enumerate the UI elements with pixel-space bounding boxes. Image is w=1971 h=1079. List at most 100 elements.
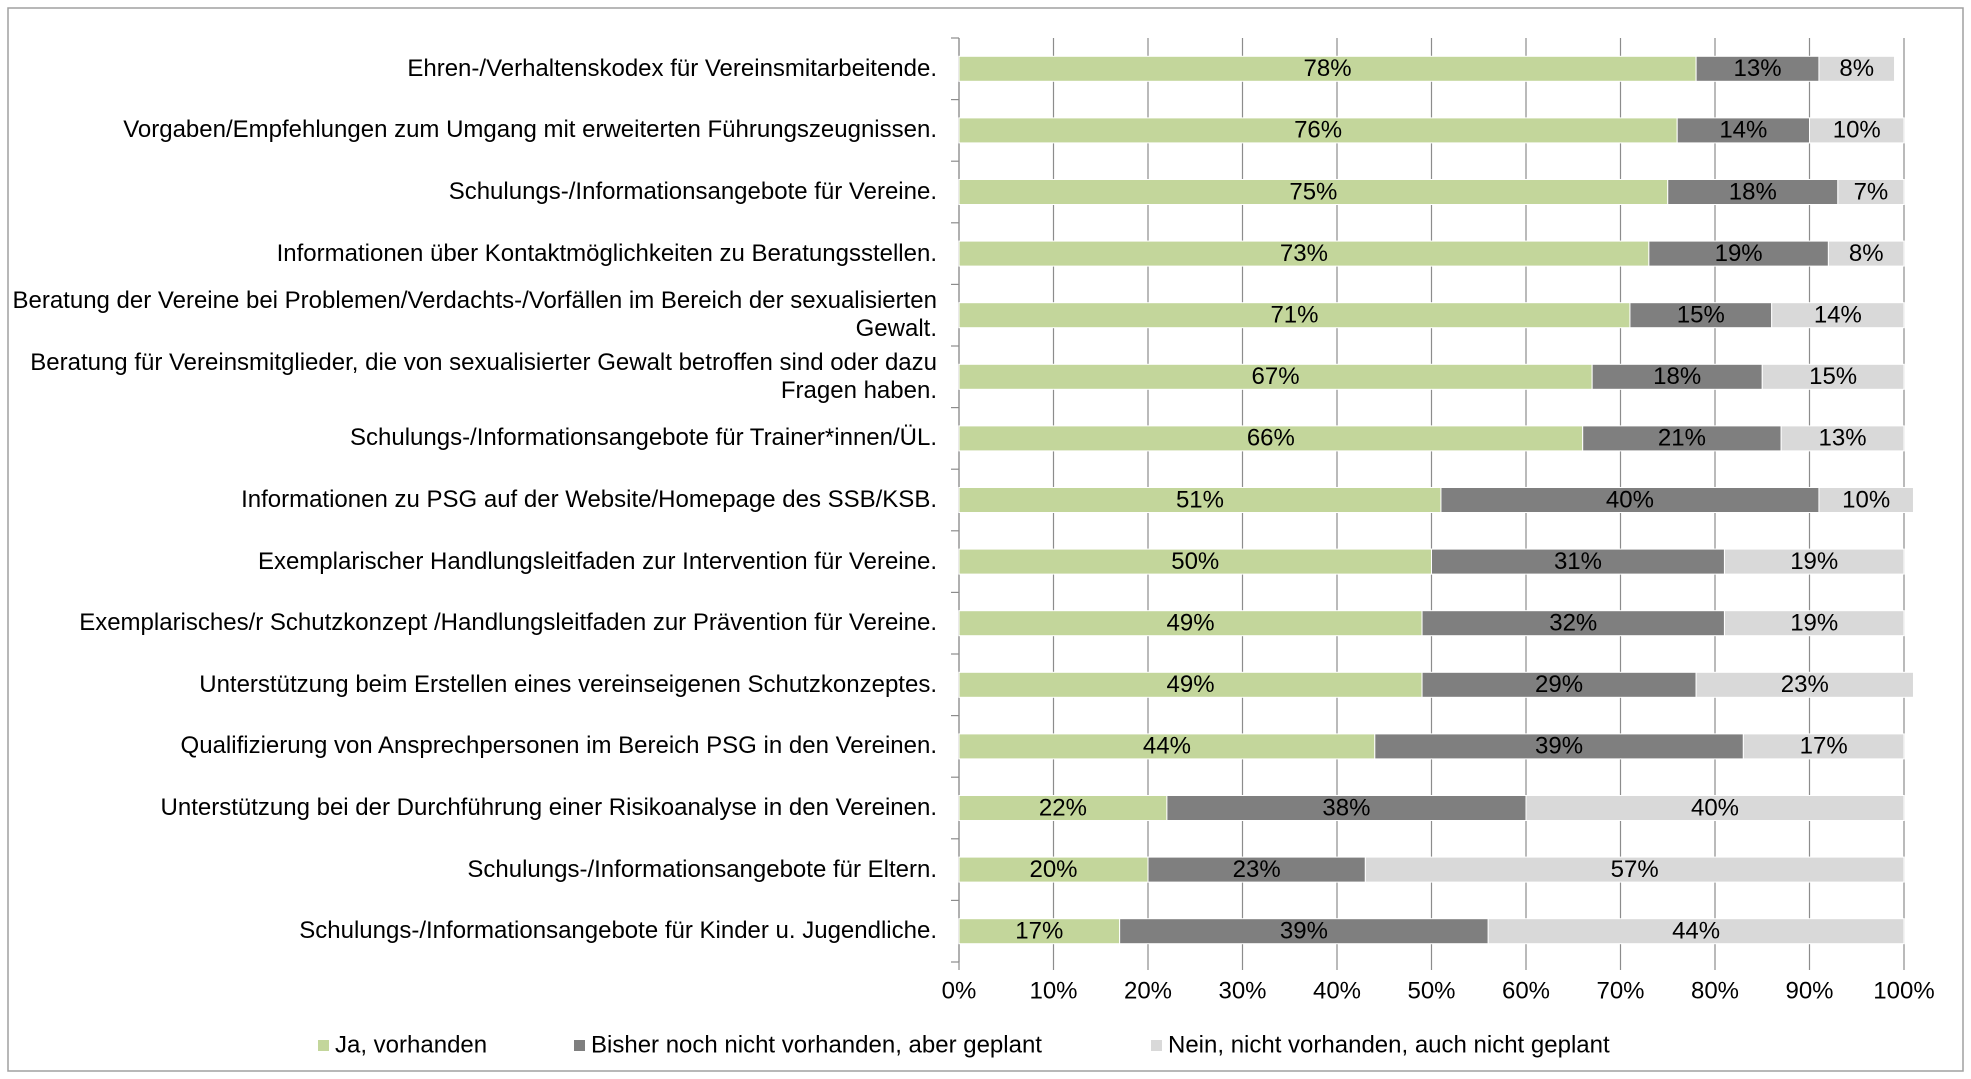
x-tick-label: 10%: [1029, 977, 1077, 1004]
bar-segment: [958, 179, 1669, 205]
data-label: 44%: [1672, 918, 1720, 945]
x-tick-label: 0%: [942, 977, 977, 1004]
legend-swatch: [318, 1040, 329, 1051]
data-label: 8%: [1839, 55, 1874, 82]
x-tick-label: 100%: [1873, 977, 1934, 1004]
bar-segment: [1723, 610, 1905, 637]
x-tick-label: 30%: [1218, 977, 1266, 1004]
data-label: 17%: [1015, 918, 1063, 945]
bar-segment: [1818, 55, 1896, 82]
data-label: 50%: [1171, 548, 1219, 575]
y-tick-label: Schulungs-/Informationsangebote für Vere…: [448, 178, 937, 205]
bar-segment: [1374, 733, 1744, 760]
data-label: 44%: [1143, 733, 1191, 760]
data-label: 71%: [1270, 302, 1318, 329]
y-tick-label: Beratung der Vereine bei Problemen/Verda…: [12, 287, 937, 343]
data-label: 10%: [1842, 486, 1890, 513]
bar-segment: [1809, 117, 1905, 144]
bar-segment: [1742, 733, 1905, 760]
bar-segment: [1364, 856, 1905, 883]
data-label: 19%: [1790, 548, 1838, 575]
x-tick-label: 40%: [1313, 977, 1361, 1004]
data-label: 40%: [1606, 486, 1654, 513]
bar-segment: [1827, 240, 1905, 267]
legend-swatch: [574, 1040, 585, 1051]
bar-segment: [958, 363, 1593, 390]
bar-segment: [958, 55, 1697, 82]
bar-segment: [958, 487, 1442, 513]
data-label: 19%: [1790, 610, 1838, 637]
y-tick-label: Exemplarischer Handlungsleitfaden zur In…: [257, 547, 937, 575]
data-label: 39%: [1535, 733, 1583, 760]
bar-segment: [1818, 487, 1914, 513]
data-label: 40%: [1691, 794, 1739, 821]
data-label: 23%: [1233, 856, 1281, 883]
bar-segment: [1667, 179, 1839, 205]
data-label: 13%: [1819, 425, 1867, 452]
y-tick-label: Ehren-/Verhaltenskodex für Vereinsmitarb…: [407, 54, 937, 82]
y-tick-label: Unterstützung beim Erstellen eines verei…: [199, 670, 937, 698]
data-label: 18%: [1729, 178, 1777, 205]
data-label: 76%: [1294, 117, 1342, 144]
data-label: 13%: [1734, 55, 1782, 82]
bar-segment: [1695, 55, 1820, 82]
y-tick-label: Schulungs-/Informationsangebote für Kind…: [299, 917, 937, 945]
bar-segment: [1629, 302, 1773, 329]
data-label: 15%: [1809, 363, 1857, 390]
data-label: 67%: [1252, 363, 1300, 390]
bar-segment: [1648, 240, 1829, 267]
bar-segment: [1431, 548, 1725, 575]
x-tick-label: 20%: [1124, 977, 1172, 1004]
x-tick-label: 80%: [1691, 977, 1739, 1004]
data-label: 49%: [1167, 671, 1215, 698]
y-tick-label: Schulungs-/Informationsangebote für Elte…: [467, 855, 937, 883]
bar-segment: [1525, 795, 1905, 821]
x-tick-label: 60%: [1502, 977, 1550, 1004]
bar-segment: [958, 918, 1121, 945]
bar-segment: [1591, 363, 1763, 390]
data-label: 38%: [1322, 794, 1370, 821]
data-label: 15%: [1677, 302, 1725, 329]
data-label: 14%: [1814, 302, 1862, 329]
data-label: 49%: [1167, 610, 1215, 637]
data-label: 39%: [1280, 918, 1328, 945]
data-label: 57%: [1611, 856, 1659, 883]
data-label: 22%: [1039, 794, 1087, 821]
data-label: 10%: [1833, 117, 1881, 144]
data-label: 21%: [1658, 425, 1706, 452]
x-tick-label: 70%: [1596, 977, 1644, 1004]
bar-segment: [1147, 856, 1366, 883]
bar-segment: [958, 733, 1376, 760]
bar-segment: [1695, 671, 1914, 698]
y-tick-label: Exemplarisches/r Schutzkonzept /Handlung…: [79, 609, 937, 637]
y-tick-label: Schulungs-/Informationsangebote für Trai…: [349, 424, 937, 452]
data-label: 18%: [1653, 363, 1701, 390]
bar-segment: [1723, 548, 1905, 575]
bar-segment: [1780, 425, 1905, 452]
bar-segment: [1761, 363, 1905, 390]
legend-swatch: [1151, 1040, 1162, 1051]
legend-label: Nein, nicht vorhanden, auch nicht geplan…: [1168, 1031, 1610, 1058]
bar-segment: [958, 302, 1631, 329]
x-tick-label: 50%: [1407, 977, 1455, 1004]
data-label: 17%: [1800, 733, 1848, 760]
bar-segment: [958, 117, 1678, 144]
y-tick-label: Beratung für Vereinsmitglieder, die von …: [30, 348, 937, 404]
y-tick-label: Vorgaben/Empfehlungen zum Umgang mit erw…: [123, 116, 937, 144]
bar-segment: [1421, 671, 1697, 698]
data-label: 78%: [1304, 55, 1352, 82]
bar-segment: [958, 671, 1423, 698]
x-tick-label: 90%: [1785, 977, 1833, 1004]
bar-segment: [1837, 179, 1905, 205]
data-label: 14%: [1719, 117, 1767, 144]
bar-segment: [1771, 302, 1905, 329]
data-label: 7%: [1854, 178, 1889, 205]
y-tick-label: Informationen zu PSG auf der Website/Hom…: [241, 486, 937, 513]
data-label: 23%: [1781, 671, 1829, 698]
y-tick-label: Informationen über Kontaktmöglichkeiten …: [276, 239, 937, 267]
bar-segment: [1119, 918, 1489, 945]
y-tick-label: Qualifizierung von Ansprechpersonen im B…: [180, 732, 937, 760]
data-label: 32%: [1549, 610, 1597, 637]
data-label: 20%: [1029, 856, 1077, 883]
